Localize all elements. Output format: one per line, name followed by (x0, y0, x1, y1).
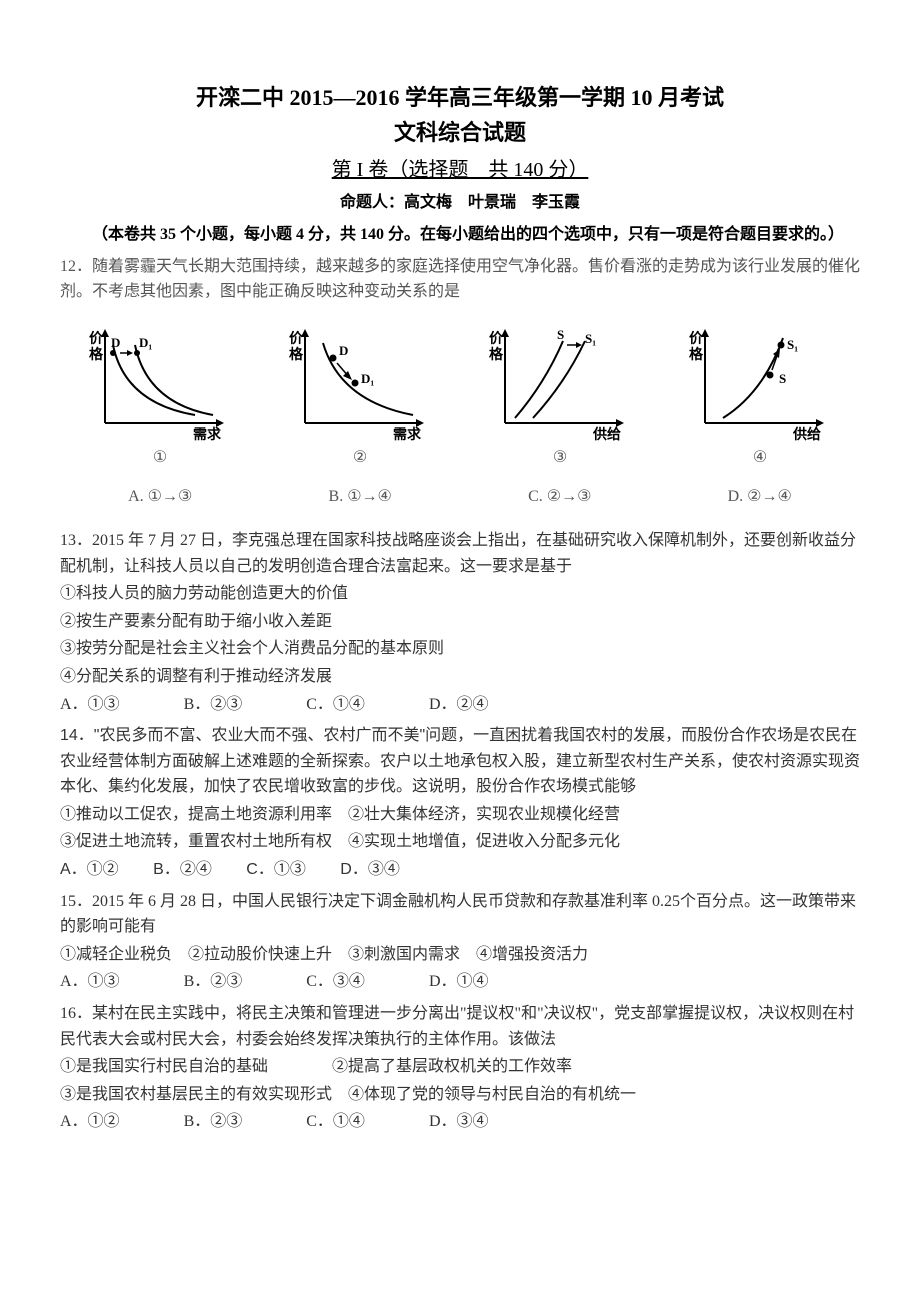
q15-opt-b: B．②③ (184, 969, 243, 995)
exam-title-line1: 开滦二中 2015—2016 学年高三年级第一学期 10 月考试 (60, 80, 860, 115)
svg-text:价: 价 (689, 331, 704, 347)
authors: 命题人：高文梅 叶景瑞 李玉霞 (60, 190, 860, 216)
svg-text:格: 格 (489, 346, 504, 363)
svg-text:D: D (339, 343, 348, 358)
q14-opt-d: D．③④ (340, 857, 400, 883)
question-13-text: 13．2015 年 7 月 27 日，李克强总理在国家科技战略座谈会上指出，在基… (60, 528, 860, 579)
question-15-text: 15．2015 年 6 月 28 日，中国人民银行决定下调金融机构人民币贷款和存… (60, 889, 860, 940)
question-15: 15．2015 年 6 月 28 日，中国人民银行决定下调金融机构人民币贷款和存… (60, 889, 860, 995)
question-12-text: 12．随着雾霾天气长期大范围持续，越来越多的家庭选择使用空气净化器。售价看涨的走… (60, 254, 860, 305)
q12-opt-d: D. ②→④ (728, 484, 792, 510)
chart-4: 价 格 供给 S₁ S ④ (680, 323, 840, 471)
svg-text:S: S (557, 327, 564, 342)
chart-3-svg: 价 格 供给 S S₁ (485, 323, 635, 443)
chart-2: 价 格 需求 D D₁ ② (280, 323, 440, 471)
q16-opt-b: B．②③ (184, 1109, 243, 1135)
q13-opt-b: B．②③ (184, 692, 243, 718)
svg-text:供给: 供给 (792, 426, 821, 443)
q13-stmt-2: ②按生产要素分配有助于缩小收入差距 (60, 609, 860, 635)
chart-1: 价 格 需求 D D₁ ① (80, 323, 240, 471)
svg-text:S: S (779, 371, 786, 386)
q14-stmt-2: ③促进土地流转，重置农村土地所有权 ④实现土地增值，促进收入分配多元化 (60, 829, 860, 855)
q16-opt-d: D．③④ (429, 1109, 489, 1135)
q13-stmt-4: ④分配关系的调整有利于推动经济发展 (60, 664, 860, 690)
svg-text:需求: 需求 (193, 426, 222, 443)
q12-opt-c: C. ②→③ (528, 484, 591, 510)
question-14: 14．"农民多而不富、农业大而不强、农村广而不美"问题，一直困扰着我国农村的发展… (60, 723, 860, 883)
svg-text:供给: 供给 (592, 426, 621, 443)
q14-opt-b: B．②④ (153, 857, 212, 883)
q14-opt-c: C．①③ (246, 857, 306, 883)
chart-4-svg: 价 格 供给 S₁ S (685, 323, 835, 443)
question-13: 13．2015 年 7 月 27 日，李克强总理在国家科技战略座谈会上指出，在基… (60, 528, 860, 717)
q14-opt-a: A．①② (60, 857, 119, 883)
svg-text:格: 格 (89, 346, 104, 363)
section-title: 第 I 卷（选择题 共 140 分） (60, 154, 860, 186)
q13-opt-d: D．②④ (429, 692, 489, 718)
exam-title-line2: 文科综合试题 (60, 115, 860, 150)
q12-opt-b: B. ①→④ (329, 484, 392, 510)
q12-charts: 价 格 需求 D D₁ ① 价 格 (60, 323, 860, 471)
q15-options: A．①③ B．②③ C．③④ D．①④ (60, 969, 860, 995)
svg-text:D: D (111, 335, 120, 350)
q13-stmt-3: ③按劳分配是社会主义社会个人消费品分配的基本原则 (60, 636, 860, 662)
chart-3: 价 格 供给 S S₁ ③ (480, 323, 640, 471)
chart-3-num: ③ (480, 445, 640, 471)
question-16-text: 16．某村在民主实践中，将民主决策和管理进一步分离出"提议权"和"决议权"，党支… (60, 1001, 860, 1052)
q15-opt-a: A．①③ (60, 969, 120, 995)
svg-text:价: 价 (289, 331, 304, 347)
q12-options: A. ①→③ B. ①→④ C. ②→③ D. ②→④ (60, 484, 860, 510)
q16-opt-c: C．①④ (306, 1109, 365, 1135)
q15-stmt-1: ①减轻企业税负 ②拉动股价快速上升 ③刺激国内需求 ④增强投资活力 (60, 942, 860, 968)
q16-stmt-2: ③是我国农村基层民主的有效实现形式 ④体现了党的领导与村民自治的有机统一 (60, 1082, 860, 1108)
q14-stmt-1: ①推动以工促农，提高土地资源利用率 ②壮大集体经济，实现农业规模化经营 (60, 802, 860, 828)
instructions: （本卷共 35 个小题，每小题 4 分，共 140 分。在每小题给出的四个选项中… (60, 222, 860, 248)
q13-options: A．①③ B．②③ C．①④ D．②④ (60, 692, 860, 718)
chart-1-svg: 价 格 需求 D D₁ (85, 323, 235, 443)
chart-1-num: ① (80, 445, 240, 471)
q16-opt-a: A．①② (60, 1109, 120, 1135)
svg-text:S₁: S₁ (787, 337, 798, 352)
svg-text:价: 价 (489, 331, 504, 347)
q15-opt-c: C．③④ (306, 969, 365, 995)
q13-opt-a: A．①③ (60, 692, 120, 718)
svg-text:格: 格 (689, 346, 704, 363)
question-14-text: 14．"农民多而不富、农业大而不强、农村广而不美"问题，一直困扰着我国农村的发展… (60, 723, 860, 800)
chart-4-num: ④ (680, 445, 840, 471)
chart-2-svg: 价 格 需求 D D₁ (285, 323, 435, 443)
q14-options: A．①② B．②④ C．①③ D．③④ (60, 857, 860, 883)
chart-2-num: ② (280, 445, 440, 471)
question-16: 16．某村在民主实践中，将民主决策和管理进一步分离出"提议权"和"决议权"，党支… (60, 1001, 860, 1135)
svg-text:价: 价 (89, 331, 104, 347)
q16-options: A．①② B．②③ C．①④ D．③④ (60, 1109, 860, 1135)
svg-text:S₁: S₁ (585, 331, 596, 346)
q16-stmt-1: ①是我国实行村民自治的基础 ②提高了基层政权机关的工作效率 (60, 1054, 860, 1080)
question-12: 12．随着雾霾天气长期大范围持续，越来越多的家庭选择使用空气净化器。售价看涨的走… (60, 254, 860, 510)
q13-stmt-1: ①科技人员的脑力劳动能创造更大的价值 (60, 581, 860, 607)
svg-text:D₁: D₁ (361, 371, 374, 386)
q15-opt-d: D．①④ (429, 969, 489, 995)
svg-text:需求: 需求 (393, 426, 422, 443)
svg-text:D₁: D₁ (139, 335, 152, 350)
q12-opt-a: A. ①→③ (128, 484, 192, 510)
svg-text:格: 格 (289, 346, 304, 363)
q13-opt-c: C．①④ (306, 692, 365, 718)
